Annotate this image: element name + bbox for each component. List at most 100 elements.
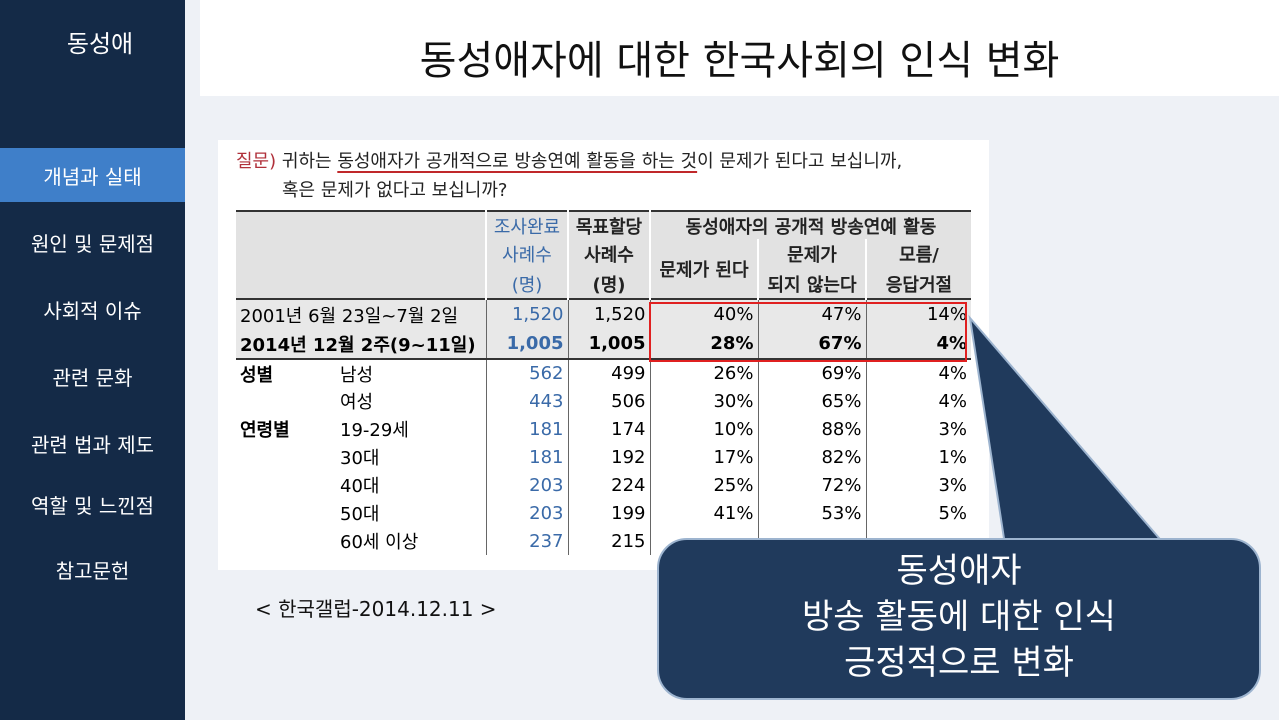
row-completed: 1,520 [485, 299, 568, 329]
question-underlined: 동성애자가 공개적으로 방송연예 활동을 하는 것 [337, 151, 698, 172]
header-unknown-2: 응답거절 [865, 269, 971, 299]
sidebar-item-references[interactable]: 참고문헌 [55, 558, 130, 583]
row-unknown: 3% [865, 415, 971, 443]
sidebar-item-concept[interactable]: 개념과 실태 [0, 148, 185, 202]
header-blank [236, 211, 486, 299]
row-target: 1,520 [567, 299, 650, 329]
row-label: 2001년 6월 23일~7월 2일 [240, 305, 459, 327]
row-label-cell: 연령별 19-29세 [236, 415, 486, 443]
header-no-problem-1: 문제가 [757, 239, 866, 269]
header-unknown-1: 모름/ [865, 239, 971, 269]
source-caption: < 한국갤럽-2014.12.11 > [255, 597, 497, 621]
row-unknown: 4% [865, 329, 971, 359]
row-completed: 1,005 [485, 329, 568, 359]
row-no-problem: 53% [757, 499, 866, 527]
row-problem: 26% [649, 359, 758, 387]
header-target: 목표할당 [567, 211, 650, 239]
row-target: 224 [567, 471, 650, 499]
row-unknown: 5% [865, 499, 971, 527]
survey-table: 조사완료 목표할당 동성애자의 공개적 방송연예 활동 사례수 사례수 문제가 … [236, 210, 971, 555]
row-completed: 203 [485, 499, 568, 527]
sidebar-item-social-issues[interactable]: 사회적 이슈 [43, 298, 142, 323]
row-completed: 237 [485, 527, 568, 555]
row-label: 30대 [340, 448, 380, 469]
row-no-problem: 88% [757, 415, 866, 443]
row-unknown: 1% [865, 443, 971, 471]
table-row: 40대 203 224 25% 72% 3% [236, 471, 971, 499]
row-no-problem: 67% [757, 329, 866, 359]
sidebar: 동성애 개념과 실태 원인 및 문제점 사회적 이슈 관련 문화 관련 법과 제… [0, 0, 185, 720]
row-unknown: 4% [865, 387, 971, 415]
row-group: 성별 [240, 364, 274, 386]
row-target: 192 [567, 443, 650, 471]
sidebar-title: 동성애 [66, 30, 134, 58]
row-problem: 30% [649, 387, 758, 415]
sidebar-item-law[interactable]: 관련 법과 제도 [30, 432, 155, 457]
header-completed: 조사완료 [485, 211, 568, 239]
row-label-cell: 40대 [236, 471, 486, 499]
row-problem: 10% [649, 415, 758, 443]
callout-box: 동성애자 방송 활동에 대한 인식 긍정적으로 변화 [657, 538, 1261, 700]
page-title: 동성애자에 대한 한국사회의 인식 변화 [419, 38, 1060, 84]
row-completed: 443 [485, 387, 568, 415]
table-row: 연령별 19-29세 181 174 10% 88% 3% [236, 415, 971, 443]
callout-line-1: 동성애자 [896, 551, 1022, 591]
row-completed: 181 [485, 415, 568, 443]
row-label: 2014년 12월 2주(9~11일) [240, 334, 476, 356]
callout-line-2: 방송 활동에 대한 인식 [802, 597, 1116, 637]
table-row: 30대 181 192 17% 82% 1% [236, 443, 971, 471]
survey-question: 질문) 귀하는 동성애자가 공개적으로 방송연예 활동을 하는 것이 문제가 된… [236, 148, 902, 176]
row-no-problem: 69% [757, 359, 866, 387]
row-label: 40대 [340, 476, 380, 497]
question-part-a: 귀하는 [281, 151, 332, 172]
table-row: 성별 남성 562 499 26% 69% 4% [236, 359, 971, 387]
row-completed: 181 [485, 443, 568, 471]
row-label-cell: 50대 [236, 499, 486, 527]
header-problem: 문제가 된다 [649, 239, 758, 299]
row-label: 50대 [340, 504, 380, 525]
row-completed: 562 [485, 359, 568, 387]
table-row: 2014년 12월 2주(9~11일) 1,005 1,005 28% 67% … [236, 329, 971, 359]
row-no-problem: 47% [757, 299, 866, 329]
table-row: 여성 443 506 30% 65% 4% [236, 387, 971, 415]
header-completed-3: (명) [485, 269, 568, 299]
row-label: 남성 [340, 364, 374, 386]
row-label: 여성 [340, 392, 374, 413]
header-completed-2: 사례수 [485, 239, 568, 269]
row-label: 19-29세 [340, 420, 409, 441]
row-problem: 25% [649, 471, 758, 499]
row-problem: 17% [649, 443, 758, 471]
sidebar-item-causes[interactable]: 원인 및 문제점 [30, 231, 155, 256]
title-bar: 동성애자에 대한 한국사회의 인식 변화 [200, 0, 1279, 96]
row-target: 199 [567, 499, 650, 527]
row-unknown: 4% [865, 359, 971, 387]
row-label-cell: 여성 [236, 387, 486, 415]
row-target: 174 [567, 415, 650, 443]
table-row: 50대 203 199 41% 53% 5% [236, 499, 971, 527]
row-target: 215 [567, 527, 650, 555]
sidebar-item-roles[interactable]: 역할 및 느낀점 [30, 493, 155, 518]
row-completed: 203 [485, 471, 568, 499]
row-target: 506 [567, 387, 650, 415]
table-row: 2001년 6월 23일~7월 2일 1,520 1,520 40% 47% 1… [236, 299, 971, 329]
row-label-cell: 30대 [236, 443, 486, 471]
row-target: 499 [567, 359, 650, 387]
header-target-2: 사례수 [567, 239, 650, 269]
row-label: 60세 이상 [340, 532, 419, 553]
header-no-problem-2: 되지 않는다 [757, 269, 866, 299]
row-no-problem: 82% [757, 443, 866, 471]
header-group: 동성애자의 공개적 방송연예 활동 [649, 211, 971, 239]
callout-line-3: 긍정적으로 변화 [844, 643, 1074, 683]
survey-question-line2: 혹은 문제가 없다고 보십니까? [282, 180, 508, 201]
row-unknown: 3% [865, 471, 971, 499]
header-target-3: (명) [567, 269, 650, 299]
sidebar-item-culture[interactable]: 관련 문화 [52, 365, 133, 390]
row-problem: 41% [649, 499, 758, 527]
row-problem: 40% [649, 299, 758, 329]
row-no-problem: 72% [757, 471, 866, 499]
row-label-cell: 성별 남성 [236, 359, 486, 387]
row-target: 1,005 [567, 329, 650, 359]
row-label-cell: 60세 이상 [236, 527, 486, 555]
row-no-problem: 65% [757, 387, 866, 415]
question-prefix: 질문) [236, 151, 277, 172]
